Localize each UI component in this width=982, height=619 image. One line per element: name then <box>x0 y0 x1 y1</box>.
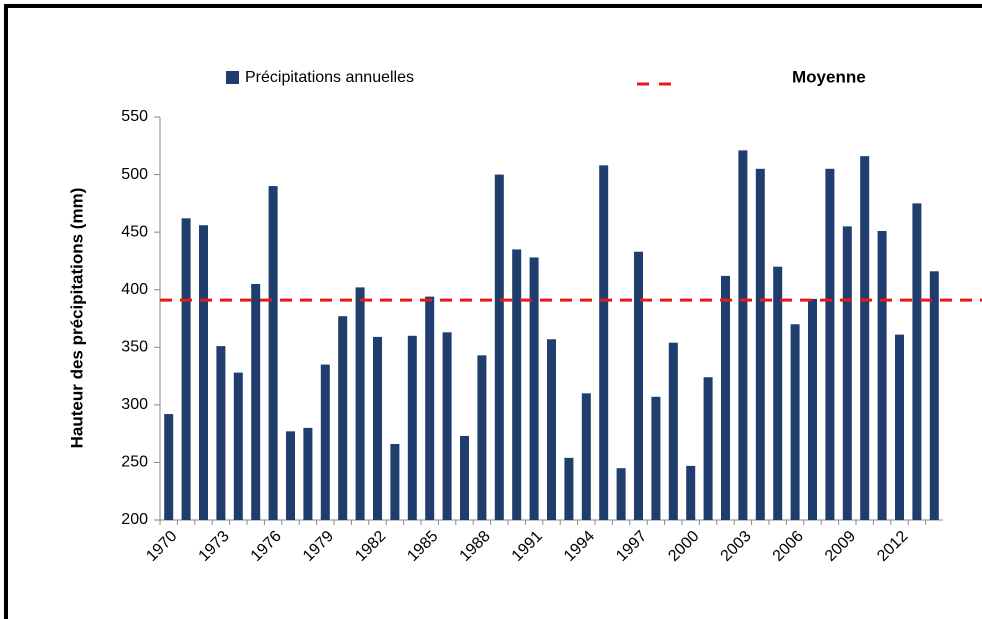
bar <box>929 271 939 520</box>
y-tick-label: 500 <box>121 166 148 183</box>
bar <box>477 355 487 520</box>
y-axis-title: Hauteur des précipitations (mm) <box>67 188 86 449</box>
legend-label: Précipitations annuelles <box>245 69 414 86</box>
bar <box>442 332 452 520</box>
bar <box>686 465 696 520</box>
bar <box>877 230 887 520</box>
bar <box>216 346 226 520</box>
bar <box>268 186 278 521</box>
bar <box>912 203 922 520</box>
bar <box>425 296 435 520</box>
y-tick-label: 250 <box>121 454 148 471</box>
bar <box>581 393 591 520</box>
bar <box>286 431 295 520</box>
bar <box>303 427 313 520</box>
legend-label: Moyenne <box>792 67 866 86</box>
bar <box>651 396 661 520</box>
bar <box>320 364 330 520</box>
bar <box>355 287 365 520</box>
bar <box>721 275 730 520</box>
bar <box>860 156 870 521</box>
bar <box>616 468 626 520</box>
bar <box>529 257 539 520</box>
bar <box>564 457 574 520</box>
y-tick-label: 300 <box>121 396 148 413</box>
bar <box>773 266 783 520</box>
bar <box>842 226 852 520</box>
bar <box>808 298 817 520</box>
legend-swatch <box>226 71 239 84</box>
bar <box>599 165 609 521</box>
bar <box>251 283 261 520</box>
y-tick-label: 550 <box>121 108 148 125</box>
bar <box>373 336 382 520</box>
bar <box>199 225 208 520</box>
y-tick-label: 400 <box>121 281 148 298</box>
bar <box>790 324 800 520</box>
bar <box>547 339 556 520</box>
bar <box>164 414 174 520</box>
bar <box>390 444 400 520</box>
bar <box>233 372 243 520</box>
y-tick-label: 200 <box>121 511 148 528</box>
bar <box>338 316 348 520</box>
bar <box>703 377 713 520</box>
bar <box>494 174 504 521</box>
bar <box>460 435 469 520</box>
bar <box>755 168 765 521</box>
bar <box>738 150 748 521</box>
bar <box>407 335 417 520</box>
y-tick-label: 350 <box>121 339 148 356</box>
bar <box>668 342 678 520</box>
bar <box>634 251 643 520</box>
bar <box>181 218 191 520</box>
bar <box>895 334 904 520</box>
y-tick-label: 450 <box>121 223 148 240</box>
frame <box>4 4 982 619</box>
bar <box>825 168 835 521</box>
bar <box>512 249 522 520</box>
